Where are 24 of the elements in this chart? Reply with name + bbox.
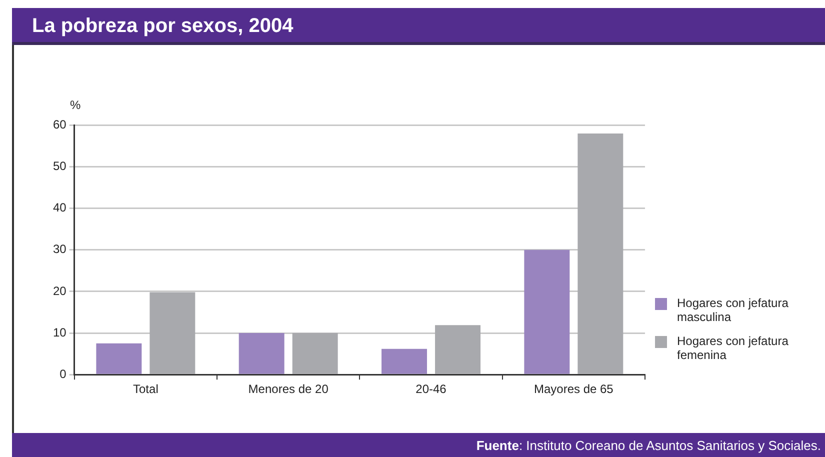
y-tick-label: 50 [52,159,67,174]
x-tick-label: 20-46 [416,382,447,396]
bar [524,250,570,374]
bar [435,325,480,374]
bar [292,333,338,374]
legend-label: Hogares con jefatura masculina [677,296,790,324]
x-tick-label: Menores de 20 [248,382,329,396]
y-tick-label: 60 [52,118,67,132]
y-tick-label: 20 [52,284,67,298]
x-tick-label: Total [133,382,158,396]
bar [150,292,196,374]
bar [578,134,624,374]
y-tick-label: 10 [52,325,67,340]
bar [382,348,427,374]
source-note: Fuente: Instituto Coreano de Asuntos Sanitarios y Sociales. [476,438,821,453]
chart-title: La pobreza por sexos, 2004 [12,8,825,45]
legend-label: Hogares con jefatura femenina [677,334,790,362]
x-tick-label: Mayores de 65 [534,382,614,396]
bar [96,343,142,374]
bar [238,333,284,374]
y-tick-label: 40 [52,200,67,215]
y-axis-title: % [70,98,81,112]
y-tick-label: 0 [60,366,67,381]
y-tick-label: 30 [52,242,67,256]
